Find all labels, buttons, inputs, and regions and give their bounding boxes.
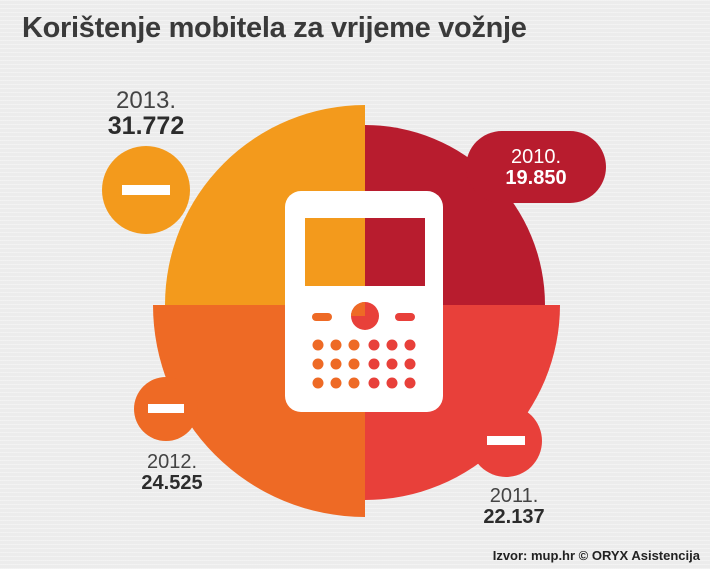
minus-icon: [102, 146, 190, 234]
label-2013: 2013. 31.772: [88, 87, 204, 141]
slice-value: 24.525: [141, 472, 203, 494]
slice-value: 22.137: [483, 506, 545, 528]
slice-year: 2011.: [489, 485, 539, 507]
slice-year: 2010.: [510, 146, 562, 168]
slice-year: 2013.: [115, 87, 177, 114]
slice-value: 19.850: [505, 167, 567, 189]
minus-icon: [470, 405, 542, 477]
label-2010: 2010. 19.850: [480, 147, 592, 189]
slice-year: 2012.: [146, 451, 198, 473]
slice-value: 31.772: [107, 112, 185, 141]
chart-title: Korištenje mobitela za vrijeme vožnje: [22, 12, 527, 44]
label-2012: 2012. 24.525: [116, 452, 228, 494]
bubble-2010: [466, 131, 606, 203]
mobile-phone-icon: [285, 191, 443, 412]
minus-icon: [134, 377, 198, 441]
source-credit: Izvor: mup.hr © ORYX Asistencija: [492, 548, 700, 563]
label-2011: 2011. 22.137: [458, 486, 570, 528]
